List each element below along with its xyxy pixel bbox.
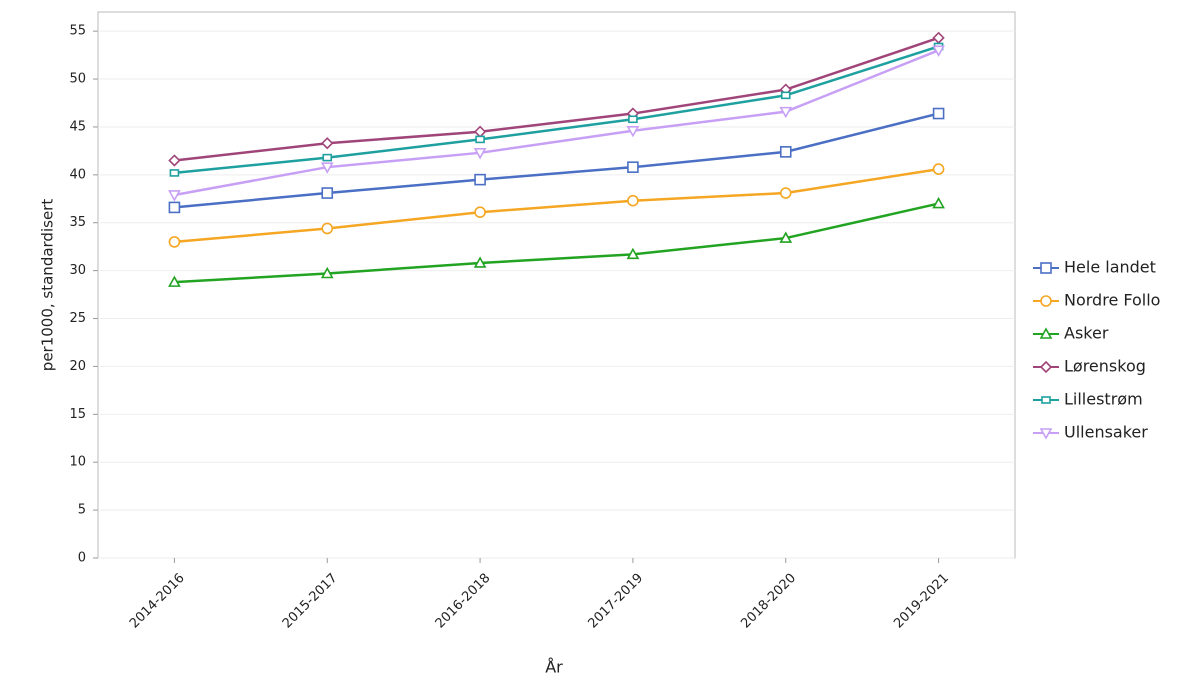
marker [321,187,334,199]
marker [473,256,487,268]
marker [475,135,485,144]
y-tick-label: 5 [78,503,86,518]
series-line [174,112,939,209]
y-tick-label: 50 [69,72,86,87]
y-tick-label: 30 [69,263,86,278]
marker [168,190,181,202]
marker [168,236,181,248]
series-line [174,36,939,162]
marker [932,107,945,120]
legend-marker [1040,262,1052,274]
marker [320,266,334,279]
x-axis-label: År [545,658,563,677]
y-tick-label: 20 [69,359,86,374]
y-tick-label: 25 [69,311,86,326]
series-line [174,45,939,175]
marker [932,45,945,57]
legend-label: Nordre Follo [1064,291,1160,310]
y-tick-label: 10 [69,455,86,470]
x-tick-label: 2016-2018 [433,571,494,632]
marker [474,173,486,186]
y-tick-label: 40 [69,167,86,182]
marker [780,91,791,100]
marker [474,206,486,218]
series-line [174,49,940,197]
y-tick-label: 45 [69,119,86,134]
marker [169,169,180,177]
marker [320,162,334,174]
marker [168,275,181,287]
marker [932,163,945,175]
marker [626,125,640,138]
marker [932,196,945,209]
y-axis-label: per1000, standardisert [39,199,57,372]
x-tick-label: 2017-2019 [586,571,647,632]
marker [168,201,181,214]
marker [628,115,638,124]
marker [321,222,334,235]
marker [321,137,334,150]
legend-label: Lillestrøm [1064,390,1143,409]
marker [322,153,333,162]
x-tick-label: 2014-2016 [127,571,188,632]
legend-label: Asker [1064,324,1109,343]
legend-marker [1039,428,1053,440]
legend-marker [1039,327,1053,339]
x-tick-label: 2015-2017 [280,571,341,632]
legend-marker [1040,295,1052,307]
y-tick-label: 55 [69,24,86,39]
legend-marker [1041,396,1051,404]
marker [779,187,792,199]
legend-marker [1039,360,1053,374]
marker [779,146,792,158]
x-tick-label: 2018-2020 [738,571,799,632]
x-tick-label: 2019-2021 [891,571,952,632]
marker [473,148,487,160]
legend-label: Ullensaker [1064,423,1148,442]
marker [626,247,640,260]
legend-label: Lørenskog [1064,357,1146,376]
y-tick-label: 35 [69,215,86,230]
marker [627,161,639,173]
plot-area [97,11,1016,559]
series-line [174,167,939,244]
legend-label: Hele landet [1064,258,1156,277]
marker [168,154,181,167]
series-line [174,202,939,284]
y-tick-label: 0 [78,551,86,566]
y-tick-label: 15 [69,407,86,422]
marker [627,194,639,207]
marker [779,106,793,119]
marker [779,231,793,243]
